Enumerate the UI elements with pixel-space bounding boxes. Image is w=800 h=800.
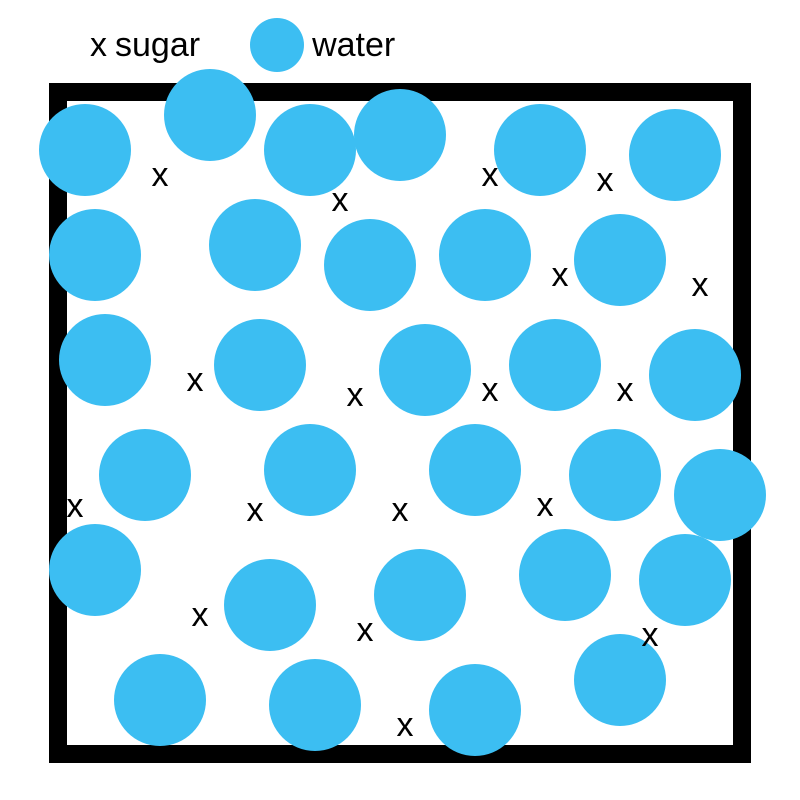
water-particle — [569, 429, 661, 521]
legend-sugar-label: sugar — [115, 26, 200, 65]
water-particle — [629, 109, 721, 201]
water-particle — [39, 104, 131, 196]
sugar-particle: x — [642, 618, 659, 652]
sugar-particle: x — [537, 488, 554, 522]
sugar-particle: x — [392, 493, 409, 527]
water-particle — [164, 69, 256, 161]
water-particle — [354, 89, 446, 181]
water-particle — [429, 424, 521, 516]
water-particle — [324, 219, 416, 311]
water-particle — [59, 314, 151, 406]
sugar-particle: x — [617, 373, 634, 407]
water-particle — [374, 549, 466, 641]
water-particle — [519, 529, 611, 621]
legend-item-sugar: x sugar — [90, 26, 200, 65]
legend-water-circle — [250, 18, 304, 72]
sugar-particle: x — [597, 163, 614, 197]
water-particle — [379, 324, 471, 416]
water-particle — [114, 654, 206, 746]
water-particle — [49, 524, 141, 616]
sugar-particle: x — [192, 598, 209, 632]
sugar-particle: x — [692, 268, 709, 302]
sugar-particle: x — [247, 493, 264, 527]
sugar-particle: x — [552, 258, 569, 292]
sugar-particle: x — [482, 373, 499, 407]
legend: x sugar water — [90, 18, 395, 72]
water-particle — [224, 559, 316, 651]
water-particle — [214, 319, 306, 411]
sugar-particle: x — [397, 708, 414, 742]
water-particle — [494, 104, 586, 196]
water-particle — [269, 659, 361, 751]
sugar-particle: x — [347, 378, 364, 412]
water-particle — [509, 319, 601, 411]
water-particle — [429, 664, 521, 756]
sugar-particle: x — [152, 158, 169, 192]
water-particle — [209, 199, 301, 291]
sugar-particle: x — [187, 363, 204, 397]
sugar-particle: x — [332, 183, 349, 217]
water-particle — [639, 534, 731, 626]
water-particle — [264, 424, 356, 516]
water-particle — [674, 449, 766, 541]
legend-item-water: water — [250, 18, 395, 72]
water-particle — [49, 209, 141, 301]
water-particle — [99, 429, 191, 521]
water-particle — [439, 209, 531, 301]
legend-water-label: water — [312, 26, 395, 65]
sugar-particle: x — [482, 158, 499, 192]
water-particle — [574, 214, 666, 306]
sugar-particle: x — [357, 613, 374, 647]
water-particle — [649, 329, 741, 421]
sugar-particle: x — [67, 489, 84, 523]
legend-sugar-symbol: x — [90, 26, 107, 65]
